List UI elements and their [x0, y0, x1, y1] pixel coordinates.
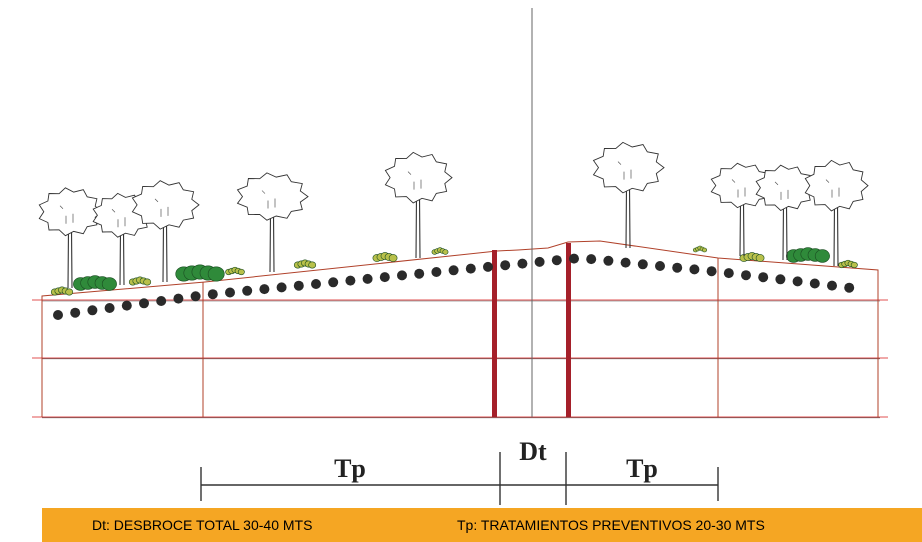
- dot: [586, 254, 597, 265]
- firebreak-post-right: [566, 243, 571, 417]
- dot: [809, 278, 820, 289]
- dot: [311, 279, 321, 289]
- dot: [637, 259, 648, 270]
- dot: [603, 255, 614, 266]
- dot: [500, 260, 511, 271]
- dot: [534, 256, 545, 267]
- green-shrub: [786, 247, 830, 263]
- firebreak-post-left: [492, 250, 497, 417]
- dot: [225, 287, 235, 298]
- dot: [293, 280, 304, 291]
- dot: [792, 276, 803, 287]
- dot: [156, 296, 167, 306]
- dot: [672, 262, 683, 273]
- tree: [38, 187, 103, 289]
- tree: [384, 151, 453, 259]
- dimension-lines: [200, 452, 719, 505]
- dot: [689, 264, 700, 275]
- yellow-shrub: [50, 286, 74, 296]
- tree: [592, 141, 665, 249]
- tree: [131, 180, 200, 283]
- yellow-shrub: [739, 252, 765, 262]
- dot: [517, 258, 528, 269]
- yellow-shrub: [128, 276, 152, 286]
- dot: [551, 255, 562, 266]
- yellow-shrub: [372, 252, 398, 262]
- shrubs: [50, 245, 858, 296]
- dot: [620, 257, 631, 268]
- tree: [804, 159, 869, 267]
- tree: [710, 162, 775, 257]
- dot: [276, 282, 287, 293]
- yellow-shrub: [692, 245, 708, 253]
- tree: [755, 164, 816, 261]
- legend-tp-text: Tp: TRATAMIENTOS PREVENTIVOS 20-30 MTS: [457, 517, 765, 533]
- dot: [483, 261, 493, 272]
- terrain-left: [41, 240, 879, 417]
- dim-label-dt: Dt: [519, 437, 547, 466]
- yellow-shrub: [838, 259, 858, 269]
- dim-label-tp-right: Tp: [626, 454, 658, 483]
- yellow-shrub: [225, 266, 245, 276]
- dot: [844, 282, 855, 293]
- horizontal-lines: [32, 299, 888, 419]
- green-shrub: [73, 275, 117, 291]
- dot: [345, 275, 356, 286]
- dot: [87, 305, 98, 316]
- dot: [173, 293, 184, 304]
- dot: [259, 284, 270, 295]
- yellow-shrub: [431, 247, 449, 255]
- dot: [741, 270, 751, 281]
- dot: [758, 272, 769, 283]
- yellow-shrub: [293, 259, 317, 269]
- dot: [723, 268, 734, 279]
- terrain-profile: [41, 240, 879, 417]
- legend-dt-text: Dt: DESBROCE TOTAL 30-40 MTS: [92, 517, 313, 533]
- dot: [121, 300, 132, 311]
- dot: [104, 303, 115, 313]
- dot: [655, 261, 665, 271]
- dot: [190, 291, 201, 302]
- dot: [414, 268, 425, 279]
- dot: [70, 307, 81, 318]
- dot: [242, 285, 253, 296]
- dot: [706, 266, 717, 277]
- tree: [236, 172, 309, 273]
- dim-label-tp-left: Tp: [334, 454, 366, 483]
- dot: [775, 274, 786, 285]
- dot: [328, 277, 339, 288]
- dot: [465, 263, 476, 274]
- dot: [569, 253, 579, 264]
- dot: [53, 310, 63, 320]
- trees: [38, 141, 869, 289]
- dot: [207, 289, 218, 300]
- dot: [139, 298, 149, 309]
- dotted-line: [53, 253, 855, 320]
- dot: [448, 265, 459, 276]
- dot: [397, 270, 407, 281]
- dot: [362, 273, 373, 284]
- dot: [431, 267, 442, 277]
- dot: [379, 272, 390, 283]
- green-shrub: [175, 264, 225, 282]
- dot: [827, 280, 837, 291]
- legend-bar: Dt: DESBROCE TOTAL 30-40 MTS Tp: TRATAMI…: [42, 508, 922, 542]
